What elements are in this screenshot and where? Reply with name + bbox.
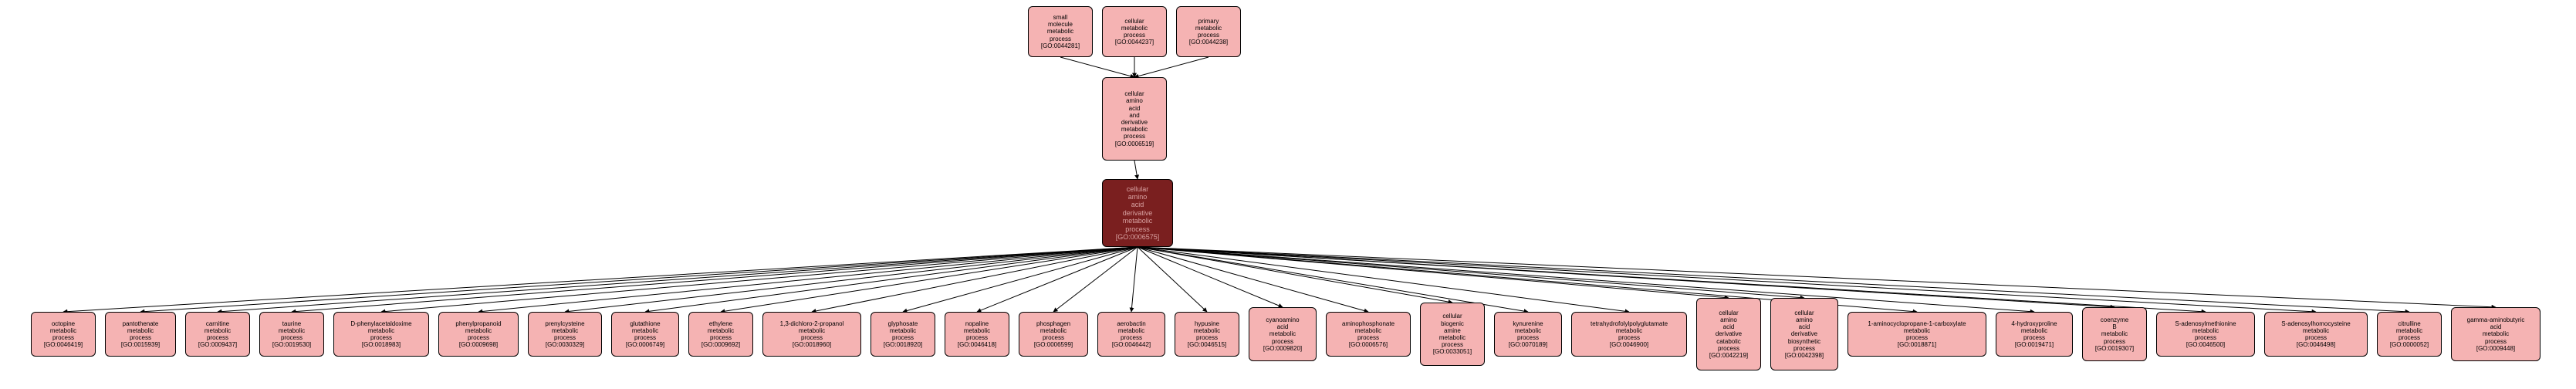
edge: [1060, 57, 1134, 77]
node-c18[interactable]: cellular biogenic amine metabolic proces…: [1420, 303, 1485, 366]
edge: [1138, 247, 2034, 312]
node-top1[interactable]: small molecule metabolic process [GO:004…: [1028, 6, 1093, 57]
edge: [1138, 247, 1368, 312]
edge: [1138, 247, 1629, 312]
edge: [1138, 247, 1207, 312]
node-label: cellular amino acid derivative metabolic…: [1116, 185, 1160, 241]
edge: [1138, 247, 1729, 298]
node-top3[interactable]: primary metabolic process [GO:0044238]: [1176, 6, 1241, 57]
node-c09[interactable]: ethylene metabolic process [GO:0009692]: [688, 312, 753, 357]
node-label: phosphagen metabolic process [GO:0006599…: [1034, 320, 1073, 349]
node-c23[interactable]: 1-aminocyclopropane-1-carboxylate metabo…: [1847, 312, 1986, 357]
edge: [1134, 57, 1209, 77]
edge: [1138, 247, 1804, 298]
node-label: S-adenosylmethionine metabolic process […: [2175, 320, 2236, 349]
node-c08[interactable]: glutathione metabolic process [GO:000674…: [611, 312, 679, 357]
node-label: ethylene metabolic process [GO:0009692]: [701, 320, 740, 349]
edge: [721, 247, 1138, 312]
node-label: cellular amino acid derivative biosynthe…: [1785, 310, 1824, 359]
node-c03[interactable]: carnitine metabolic process [GO:0009437]: [185, 312, 250, 357]
node-mid[interactable]: cellular amino acid and derivative metab…: [1102, 77, 1167, 161]
edge: [1131, 247, 1138, 312]
node-label: cellular amino acid and derivative metab…: [1115, 90, 1154, 147]
node-c13[interactable]: phosphagen metabolic process [GO:0006599…: [1019, 312, 1088, 357]
node-c12[interactable]: nopaline metabolic process [GO:0046418]: [945, 312, 1009, 357]
node-label: 1,3-dichloro-2-propanol metabolic proces…: [780, 320, 844, 349]
node-c25[interactable]: coenzyme B metabolic process [GO:0019307…: [2082, 307, 2147, 361]
edge: [381, 247, 1138, 312]
node-c04[interactable]: taurine metabolic process [GO:0019530]: [259, 312, 324, 357]
edge: [903, 247, 1138, 312]
node-c06[interactable]: phenylpropanoid metabolic process [GO:00…: [438, 312, 519, 357]
node-c01[interactable]: octopine metabolic process [GO:0046419]: [31, 312, 96, 357]
node-c10[interactable]: 1,3-dichloro-2-propanol metabolic proces…: [762, 312, 861, 357]
node-label: 1-aminocyclopropane-1-carboxylate metabo…: [1868, 320, 1966, 349]
node-label: prenylcysteine metabolic process [GO:003…: [545, 320, 584, 349]
node-c22[interactable]: cellular amino acid derivative biosynthe…: [1770, 298, 1838, 370]
edge: [977, 247, 1138, 312]
node-label: taurine metabolic process [GO:0019530]: [272, 320, 311, 349]
node-label: glyphosate metabolic process [GO:0018920…: [884, 320, 922, 349]
edge: [292, 247, 1138, 312]
node-label: cyanoamino acid metabolic process [GO:00…: [1263, 316, 1302, 352]
edge: [478, 247, 1138, 312]
node-c02[interactable]: pantothenate metabolic process [GO:00159…: [105, 312, 176, 357]
edge: [1138, 247, 1452, 303]
node-c14[interactable]: aerobactin metabolic process [GO:0046442…: [1097, 312, 1165, 357]
edge: [218, 247, 1138, 312]
node-c15[interactable]: hypusine metabolic process [GO:0046515]: [1175, 312, 1239, 357]
node-label: aminophosphonate metabolic process [GO:0…: [1342, 320, 1394, 349]
node-label: cellular biogenic amine metabolic proces…: [1433, 313, 1472, 355]
node-label: cellular amino acid derivative catabolic…: [1709, 310, 1748, 359]
edge: [1053, 247, 1138, 312]
node-label: 4-hydroxyproline metabolic process [GO:0…: [2011, 320, 2057, 349]
node-c21[interactable]: cellular amino acid derivative catabolic…: [1696, 298, 1761, 370]
node-label: primary metabolic process [GO:0044238]: [1189, 18, 1228, 46]
node-label: carnitine metabolic process [GO:0009437]: [198, 320, 237, 349]
node-label: tetrahydrofolylpolyglutamate metabolic p…: [1591, 320, 1668, 349]
node-label: citrulline metabolic process [GO:0000052…: [2390, 320, 2429, 349]
edge: [1134, 161, 1138, 179]
node-center[interactable]: cellular amino acid derivative metabolic…: [1102, 179, 1173, 247]
node-c28[interactable]: citrulline metabolic process [GO:0000052…: [2377, 312, 2442, 357]
node-label: kynurenine metabolic process [GO:0070189…: [1509, 320, 1547, 349]
edge: [1138, 247, 1283, 307]
node-top2[interactable]: cellular metabolic process [GO:0044237]: [1102, 6, 1167, 57]
edge: [565, 247, 1138, 312]
edge: [645, 247, 1138, 312]
node-label: hypusine metabolic process [GO:0046515]: [1188, 320, 1226, 349]
node-label: coenzyme B metabolic process [GO:0019307…: [2095, 316, 2134, 352]
node-label: S-adenosylhomocysteine metabolic process…: [2281, 320, 2350, 349]
node-label: cellular metabolic process [GO:0044237]: [1115, 18, 1154, 46]
node-label: octopine metabolic process [GO:0046419]: [44, 320, 83, 349]
diagram-canvas: small molecule metabolic process [GO:004…: [0, 0, 2576, 389]
node-c05[interactable]: D-phenylacetaldoxime metabolic process […: [333, 312, 429, 357]
edge: [812, 247, 1138, 312]
node-label: aerobactin metabolic process [GO:0046442…: [1112, 320, 1151, 349]
node-c26[interactable]: S-adenosylmethionine metabolic process […: [2156, 312, 2255, 357]
edge: [63, 247, 1138, 312]
node-c27[interactable]: S-adenosylhomocysteine metabolic process…: [2264, 312, 2368, 357]
node-c07[interactable]: prenylcysteine metabolic process [GO:003…: [528, 312, 602, 357]
edge: [140, 247, 1138, 312]
node-label: nopaline metabolic process [GO:0046418]: [958, 320, 996, 349]
node-c24[interactable]: 4-hydroxyproline metabolic process [GO:0…: [1996, 312, 2073, 357]
node-label: small molecule metabolic process [GO:004…: [1041, 14, 1080, 49]
node-label: phenylpropanoid metabolic process [GO:00…: [455, 320, 501, 349]
edge: [1138, 247, 2206, 312]
edge: [1138, 247, 2115, 307]
node-label: glutathione metabolic process [GO:000674…: [626, 320, 664, 349]
node-c29[interactable]: gamma-aminobutyric acid metabolic proces…: [2451, 307, 2541, 361]
node-c19[interactable]: kynurenine metabolic process [GO:0070189…: [1494, 312, 1562, 357]
node-label: gamma-aminobutyric acid metabolic proces…: [2467, 316, 2525, 352]
node-c16[interactable]: cyanoamino acid metabolic process [GO:00…: [1249, 307, 1317, 361]
node-label: pantothenate metabolic process [GO:00159…: [121, 320, 160, 349]
node-c20[interactable]: tetrahydrofolylpolyglutamate metabolic p…: [1571, 312, 1687, 357]
node-c11[interactable]: glyphosate metabolic process [GO:0018920…: [870, 312, 935, 357]
node-label: D-phenylacetaldoxime metabolic process […: [350, 320, 411, 349]
node-c17[interactable]: aminophosphonate metabolic process [GO:0…: [1326, 312, 1411, 357]
